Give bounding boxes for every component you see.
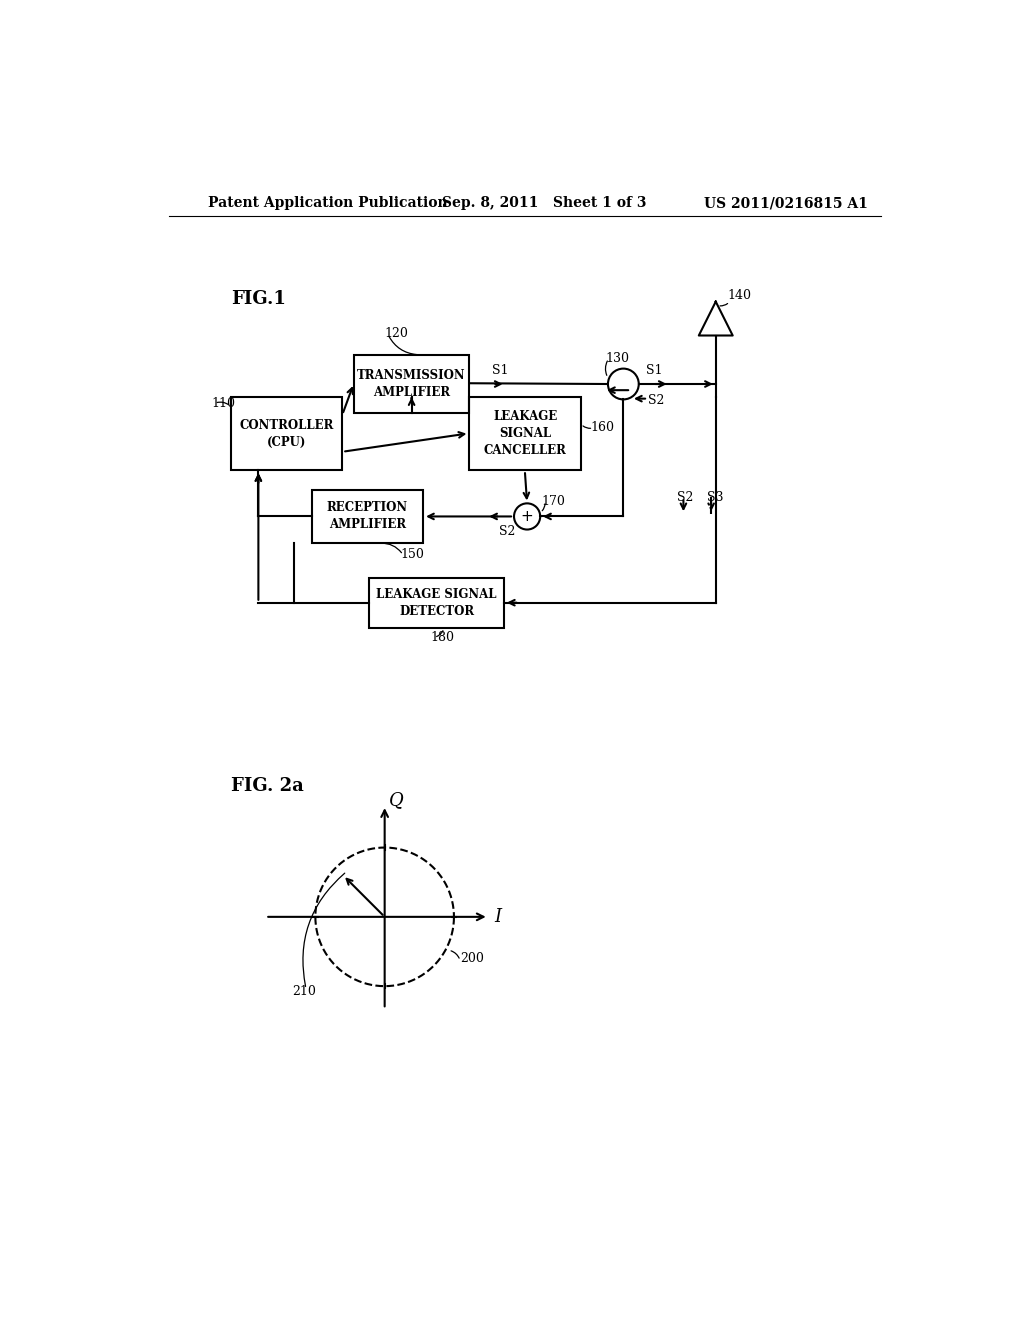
Text: S1: S1 (646, 363, 663, 376)
Text: 170: 170 (542, 495, 565, 508)
Text: 130: 130 (605, 352, 630, 366)
Text: 120: 120 (385, 327, 409, 341)
Text: S1: S1 (493, 363, 509, 376)
Text: FIG.1: FIG.1 (230, 289, 286, 308)
Bar (469, 397, 581, 470)
Bar (354, 355, 469, 412)
Text: FIG. 2a: FIG. 2a (230, 777, 303, 795)
Text: S2: S2 (648, 395, 665, 408)
Text: 160: 160 (590, 421, 614, 434)
Text: 210: 210 (292, 985, 316, 998)
Text: 200: 200 (460, 952, 484, 965)
Text: TRANSMISSION
AMPLIFIER: TRANSMISSION AMPLIFIER (357, 368, 466, 399)
Text: 150: 150 (400, 548, 424, 561)
Text: S3: S3 (707, 491, 723, 504)
Text: 110: 110 (211, 397, 236, 409)
Text: Sep. 8, 2011   Sheet 1 of 3: Sep. 8, 2011 Sheet 1 of 3 (442, 197, 647, 210)
Text: CONTROLLER
(CPU): CONTROLLER (CPU) (240, 418, 334, 449)
Bar (311, 490, 423, 544)
Text: US 2011/0216815 A1: US 2011/0216815 A1 (705, 197, 868, 210)
Bar (230, 397, 342, 470)
Text: LEAKAGE
SIGNAL
CANCELLER: LEAKAGE SIGNAL CANCELLER (483, 411, 566, 457)
Bar (370, 578, 504, 628)
Text: S2: S2 (499, 524, 515, 537)
Text: Patent Application Publication: Patent Application Publication (208, 197, 447, 210)
Text: I: I (494, 908, 501, 925)
Text: 140: 140 (727, 289, 752, 302)
Text: S2: S2 (677, 491, 693, 504)
Text: RECEPTION
AMPLIFIER: RECEPTION AMPLIFIER (327, 502, 408, 532)
Text: 180: 180 (431, 631, 455, 644)
Text: LEAKAGE SIGNAL
DETECTOR: LEAKAGE SIGNAL DETECTOR (377, 589, 497, 618)
Text: Q: Q (389, 791, 404, 809)
Text: +: + (521, 510, 534, 524)
